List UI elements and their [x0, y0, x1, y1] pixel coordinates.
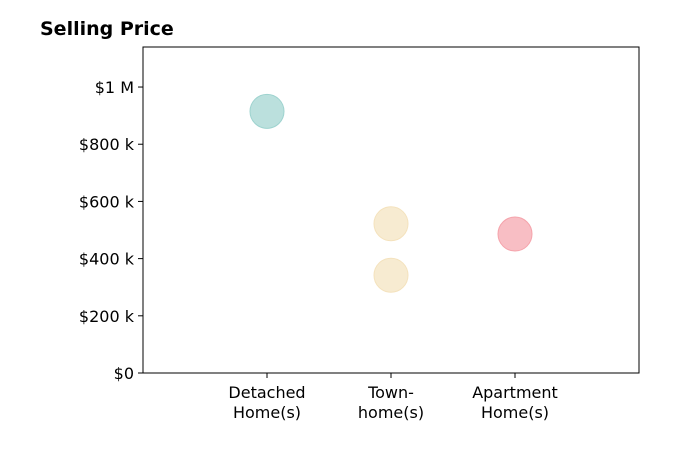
data-point	[373, 206, 409, 242]
x-tick-label: home(s)	[358, 403, 424, 422]
x-tick-label: Apartment	[472, 383, 558, 402]
y-tick-label: $400 k	[79, 250, 135, 269]
x-tick-label: Detached	[228, 383, 305, 402]
x-tick-label: Home(s)	[233, 403, 301, 422]
x-tick-label: Home(s)	[481, 403, 549, 422]
chart-title: Selling Price	[40, 18, 174, 40]
y-tick-label: $0	[114, 364, 134, 383]
data-point	[249, 93, 285, 129]
y-tick-label: $1 M	[95, 78, 134, 97]
y-axis: $0 $200 k $400 k $600 k $800 k $1 M	[79, 78, 143, 383]
y-tick-label: $600 k	[79, 192, 135, 211]
x-axis: DetachedHome(s)Town-home(s)ApartmentHome…	[228, 373, 558, 422]
points-layer	[249, 93, 533, 293]
y-tick-label: $200 k	[79, 307, 135, 326]
data-point	[373, 257, 409, 293]
y-tick-label: $800 k	[79, 135, 135, 154]
data-point	[497, 216, 533, 252]
x-tick-label: Town-	[367, 383, 414, 402]
